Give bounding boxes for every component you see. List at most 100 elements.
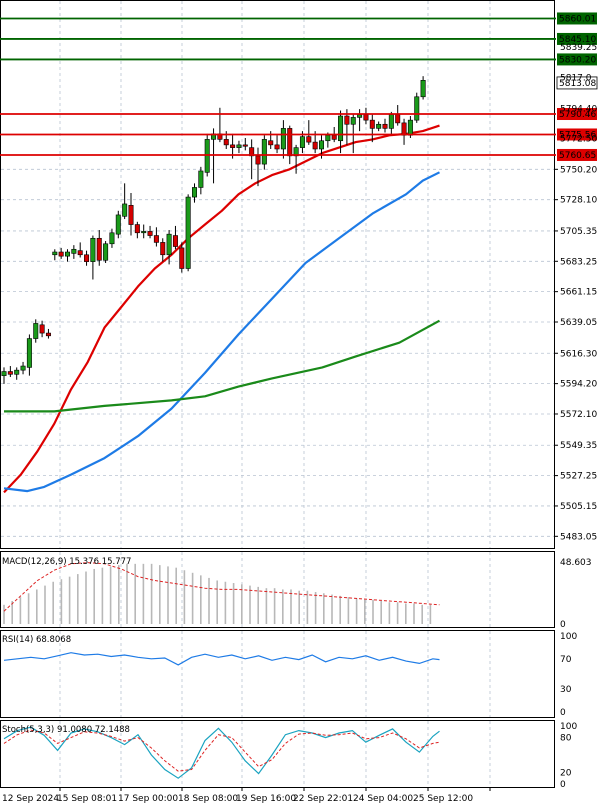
time-tick-label: 18 Sep 08:00 [178, 794, 238, 804]
price-tick-label: 5572.10 [560, 410, 597, 420]
level-tag-0 [557, 12, 597, 25]
candle-body [350, 117, 356, 125]
candle-body [287, 128, 293, 157]
candle-body [325, 134, 331, 142]
candle-body [153, 235, 159, 243]
stoch-panel-frame [0, 720, 555, 788]
candle-body [39, 324, 45, 334]
rsi-indicator: 100 70 30 0 [3, 632, 577, 718]
time-tick-label: 15 Sep 08:01 [57, 794, 117, 804]
stoch-k-line [3, 726, 440, 779]
candle-body [401, 122, 407, 136]
stoch-label: Stoch(5,3,3) 91.0080 72.1488 [2, 725, 130, 735]
rsi-tick-label: 70 [560, 655, 572, 665]
price-tick-label: 5527.25 [560, 472, 597, 482]
price-tick-label: 5639.05 [560, 318, 597, 328]
candle-body [299, 136, 305, 148]
candle-body [185, 196, 191, 269]
candle-body [58, 251, 64, 257]
candle-body [7, 371, 13, 375]
candle-body [192, 187, 198, 198]
price-tick-label: 5616.30 [560, 349, 597, 359]
level-tag-3 [557, 108, 597, 121]
candle-body [318, 140, 324, 150]
price-tick-label-extra: 5839.25 [560, 43, 597, 53]
price-panel-frame [0, 0, 555, 549]
price-tick-label: 5683.25 [560, 257, 597, 267]
macd-indicator: 48.603 0 [3, 558, 592, 630]
price-tick-label: 5661.15 [560, 288, 597, 298]
candle-body [52, 251, 58, 256]
time-tick-label: 24 Sep 04:00 [353, 794, 413, 804]
candle-body [382, 123, 388, 129]
candle-body [122, 203, 128, 217]
candle-body [103, 243, 109, 261]
time-tick-label: 17 Sep 00:00 [118, 794, 178, 804]
candle-body [376, 123, 382, 129]
candle-body [357, 114, 363, 118]
grid-lines [1, 1, 554, 787]
candle-body [1, 371, 7, 376]
price-tick-label: 5594.20 [560, 380, 597, 390]
candle-body [128, 205, 134, 225]
candle-body [344, 115, 350, 125]
candle-body [71, 248, 77, 254]
rsi-panel-frame [0, 630, 555, 718]
price-tick-label-partial: 5772.50 [560, 135, 597, 145]
candle-body [338, 115, 344, 142]
level-tag-label-5: 5760.65 [559, 151, 596, 161]
candle-body [26, 338, 32, 368]
price-tick-label: 5705.35 [560, 227, 597, 237]
price-tick-label: 5728.10 [560, 196, 597, 206]
candle-body [268, 140, 274, 146]
candle-body [280, 128, 286, 150]
price-tick-label: 5750.20 [560, 165, 597, 175]
price-tick-label: 5483.05 [560, 532, 597, 542]
moving-average-line-2 [4, 319, 441, 413]
candle-body [20, 365, 26, 371]
candle-body [242, 144, 248, 147]
price-levels: 5860.01 5845.10 5830.20 5790.46 5775.56 5760.… [0, 12, 598, 161]
time-tick-label: 12 Sep 2024 [2, 794, 59, 804]
level-tag-1 [557, 32, 597, 45]
candle-body [274, 144, 280, 150]
candle-body [261, 139, 267, 165]
candle-body [369, 119, 375, 129]
candle-body [45, 332, 51, 337]
candle-body [33, 323, 39, 339]
macd-label: MACD(12,26,9) 15.376 15.777 [2, 557, 131, 567]
time-tick-label: 22 Sep 22:01 [293, 794, 353, 804]
level-tag-4 [557, 128, 597, 141]
current-price-tag [556, 76, 598, 90]
candle-body [141, 231, 147, 234]
candle-body [255, 155, 261, 165]
rsi-label: RSI(14) 68.8068 [2, 635, 71, 645]
macd-tick-label: 48.603 [560, 558, 592, 568]
level-tag-label-4: 5775.56 [559, 130, 596, 140]
stoch-tick-label: 100 [560, 722, 577, 732]
stoch-d-line [3, 729, 440, 772]
stoch-tick-label: 0 [560, 780, 566, 790]
candle-body [109, 232, 115, 245]
candle-body [388, 114, 394, 129]
rsi-tick-label: 100 [560, 632, 577, 642]
candle-body [166, 233, 172, 256]
level-tag-2 [557, 53, 597, 66]
candle-body [96, 237, 102, 261]
candle-body [134, 224, 140, 234]
candle-body [65, 251, 71, 257]
candle-body [363, 114, 369, 121]
rsi-tick-label: 30 [560, 685, 572, 695]
stoch-tick-label: 80 [560, 734, 572, 744]
price-tick-label: 5505.15 [560, 502, 597, 512]
time-tick-label: 25 Sep 12:00 [413, 794, 473, 804]
candle-body [223, 139, 229, 146]
time-tick-label: 19 Sep 16:00 [236, 794, 296, 804]
candle-body [160, 242, 166, 256]
candle-body [147, 231, 153, 236]
price-tick-label-partial: 5794.40 [560, 105, 597, 115]
rsi-line [3, 652, 440, 666]
candle-body [420, 80, 426, 98]
